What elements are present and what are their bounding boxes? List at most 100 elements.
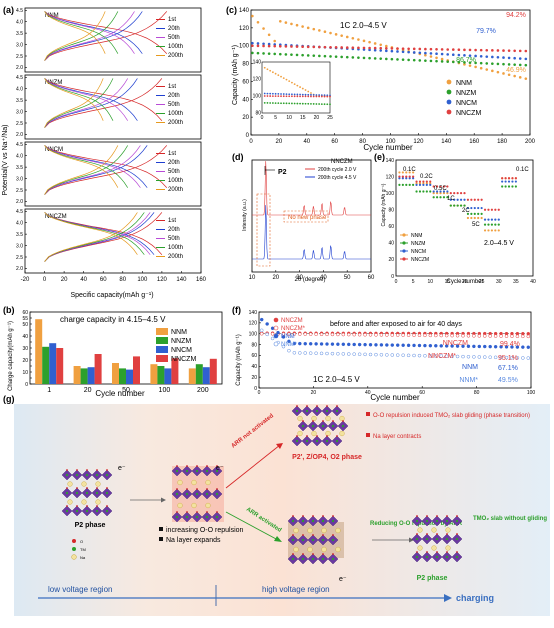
d-xtick-label: 30 — [296, 275, 303, 281]
b-ytick-label: 20 — [22, 358, 28, 364]
o-atom — [86, 505, 88, 507]
f-point-nnczm-air — [510, 334, 514, 338]
chart-a-ylabel: Potential(V vs Na⁺/Na) — [2, 125, 9, 196]
c-retention-nnczm: 94.2% — [506, 12, 526, 19]
e-point-nnczm — [449, 192, 452, 195]
o-atom — [436, 551, 438, 553]
f-point-nnczm-air — [466, 334, 471, 338]
c-ytick-label: 40 — [242, 97, 249, 103]
f-point-nnczm-air — [439, 333, 443, 338]
f-point-nnm-air — [395, 353, 400, 357]
o-atom — [176, 465, 178, 467]
e-point-nnzm — [449, 204, 452, 207]
a-legend-label: 50th — [168, 102, 180, 108]
f-point-nnm — [510, 345, 514, 349]
legend-tm-label: TM — [80, 547, 86, 552]
c-point-nnczm — [334, 46, 338, 49]
e-point-nncm — [436, 190, 439, 193]
e-point-nnczm — [436, 185, 439, 188]
f-point-nnczm-air — [483, 334, 487, 338]
f-point-nnm-air — [466, 354, 471, 359]
a-xtick-label: 140 — [176, 277, 187, 283]
f-point-nnm — [439, 344, 443, 348]
a-charge-curve — [44, 78, 128, 128]
c-inset-point — [301, 95, 304, 98]
c-inset-point — [299, 95, 301, 98]
f-point-nnczm-air — [450, 333, 454, 338]
na-atom — [191, 502, 197, 509]
o-atom — [292, 534, 294, 536]
c-point-nnczm — [390, 47, 394, 50]
tm-atom — [175, 469, 179, 473]
arrow-not-activated-head — [276, 443, 283, 449]
e-point-nnm — [418, 182, 422, 185]
c-inset-point — [285, 78, 288, 81]
c-point-nnczm — [312, 45, 316, 49]
na-atom — [445, 545, 451, 551]
e-point-nncm — [463, 198, 466, 201]
o-atom — [426, 551, 428, 553]
o-atom — [446, 533, 448, 535]
legend-o-label: O — [80, 539, 83, 544]
e-point-nnm — [422, 182, 425, 185]
na-atom — [325, 415, 331, 422]
c-point-nncm — [485, 55, 489, 58]
f-point-nnczm-air — [347, 332, 351, 337]
c-point-nnczm — [479, 48, 483, 52]
schematic-electron-1: e⁻ — [118, 465, 126, 472]
a-ytick-label: 3.5 — [16, 98, 23, 104]
e-point-nnzm — [470, 212, 473, 215]
c-point-nnczm — [323, 45, 327, 49]
f-point-nnm — [276, 330, 280, 335]
e-point-nnczm — [453, 192, 456, 195]
c-legend-marker — [446, 89, 452, 95]
e-point-nnczm — [497, 208, 500, 211]
o-atom — [312, 420, 314, 422]
f-point-nnczm-air — [401, 333, 405, 337]
c-inset-point — [307, 95, 310, 98]
f-point-nnczm-air — [477, 334, 482, 338]
e-point-nnczm — [456, 192, 459, 195]
c-point-nnm — [474, 65, 477, 69]
f-point-nnm-air — [298, 351, 302, 355]
c-point-nnczm — [418, 47, 422, 51]
c-point-nnzm — [284, 53, 288, 56]
a-legend-label: 1st — [168, 218, 176, 224]
c-point-nnm — [262, 27, 265, 30]
e-point-nnczm — [408, 175, 411, 178]
o-atom — [196, 488, 198, 490]
c-point-nnzm — [312, 54, 316, 57]
a-legend-label: 100th — [168, 111, 183, 117]
a-discharge-curve — [44, 11, 106, 54]
b-bar-nnzm — [157, 366, 165, 384]
f-point-nnm-air — [483, 355, 487, 359]
tm-atom — [205, 469, 209, 473]
tm-atom — [311, 424, 315, 428]
crystal-middle — [171, 465, 224, 523]
e-point-nnm — [490, 229, 493, 232]
c-point-nnm — [295, 23, 299, 27]
chart-d-legend-2: 200th cycle 4.5 V — [318, 175, 357, 181]
c-point-nncm — [429, 52, 433, 55]
na-atom — [307, 546, 313, 553]
tm-atom — [321, 519, 325, 523]
f-point-nnm-air — [444, 354, 449, 358]
na-atom — [67, 499, 73, 505]
c-inset-point — [326, 103, 329, 106]
f-series-label: NNM* — [459, 377, 478, 384]
b-legend-swatch — [156, 346, 168, 353]
c-point-nnm — [345, 35, 349, 39]
c-inset-point — [269, 95, 272, 97]
panel-label-e: (e) — [374, 152, 385, 162]
schematic-p2-phase: P2 phase — [75, 522, 106, 529]
c-ytick-label: 120 — [239, 26, 250, 32]
e-point-nnm — [477, 216, 480, 220]
chart-f-annotation: 1C 2.0–4.5 V — [313, 375, 360, 384]
c-point-nnm — [357, 38, 360, 41]
a-charge-curve — [44, 78, 163, 128]
o-atom — [326, 405, 328, 407]
c-point-nnczm — [451, 48, 455, 51]
o-atom — [322, 515, 324, 517]
e-point-nnzm — [494, 223, 497, 226]
a-ytick-label: 2.0 — [16, 199, 23, 205]
